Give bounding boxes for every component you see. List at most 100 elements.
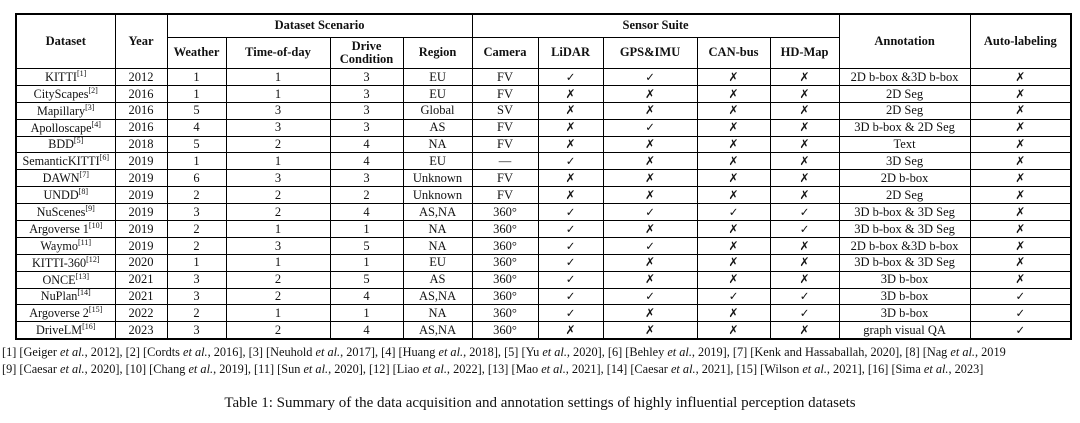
cross-icon: ✗: [645, 171, 656, 186]
table-row: NuScenes[9] 2019 3 2 4 AS,NA 360° ✓ ✓ ✓ ✓ 3D b-box …: [15, 203, 1072, 222]
col-header-gps-imu: GPS&IMU: [602, 37, 698, 69]
drive-condition-cell: 1: [329, 253, 404, 272]
cross-icon: ✗: [1015, 103, 1026, 118]
dataset-name-cell: Argoverse 1[10]: [15, 220, 116, 238]
dataset-name: DriveLM: [36, 323, 83, 338]
annotation-cell: 3D b-box & 3D Seg: [838, 220, 971, 238]
auto-labeling-cell: ✗: [969, 220, 1072, 238]
auto-labeling-cell: ✓: [969, 304, 1072, 323]
cross-icon: ✗: [565, 323, 576, 338]
hd-map-cell: ✗: [769, 169, 840, 188]
citation-ref: [1]: [76, 68, 87, 78]
can-bus-cell: ✗: [696, 304, 771, 323]
camera-cell: 360°: [471, 287, 539, 306]
region-cell: NA: [402, 236, 473, 255]
region-cell: EU: [402, 68, 473, 86]
gps-imu-cell: ✗: [602, 101, 698, 120]
dataset-name: ONCE: [42, 272, 76, 287]
check-icon: ✓: [645, 69, 655, 84]
auto-labeling-cell: ✗: [969, 270, 1072, 289]
auto-labeling-cell: ✗: [969, 253, 1072, 272]
col-header-dataset: Dataset: [15, 13, 116, 69]
check-icon: ✓: [565, 272, 576, 287]
region-cell: NA: [402, 135, 473, 154]
drive-condition-cell: 4: [329, 135, 404, 154]
auto-labeling-cell: ✗: [969, 101, 1072, 120]
citation-ref: [7]: [79, 170, 89, 180]
cross-icon: ✗: [799, 120, 810, 135]
drive-condition-cell: 4: [329, 321, 404, 340]
cross-icon: ✗: [728, 221, 739, 236]
time-of-day-cell: 3: [225, 118, 331, 137]
hd-map-cell: ✗: [769, 270, 840, 289]
can-bus-cell: ✗: [696, 236, 771, 255]
region-cell: EU: [402, 84, 473, 103]
can-bus-cell: ✗: [696, 321, 771, 340]
dataset-name: Argoverse 1: [29, 221, 89, 236]
lidar-cell: ✓: [537, 236, 604, 255]
can-bus-cell: ✗: [696, 220, 771, 238]
lidar-cell: ✓: [537, 270, 604, 289]
annotation-cell: 2D Seg: [838, 84, 971, 103]
annotation-cell: graph visual QA: [838, 321, 971, 340]
can-bus-cell: ✗: [696, 118, 771, 137]
time-of-day-cell: 2: [225, 186, 331, 205]
gps-imu-cell: ✗: [602, 135, 698, 154]
col-header-can-bus: CAN-bus: [696, 37, 771, 69]
year-cell: 2016: [114, 118, 168, 137]
cross-icon: ✗: [645, 255, 656, 270]
cross-icon: ✗: [799, 103, 810, 118]
can-bus-cell: ✗: [696, 135, 771, 154]
table-row: CityScapes[2] 2016 1 1 3 EU FV ✗ ✗ ✗ ✗ 2D Seg ✗: [15, 84, 1072, 103]
table-row: DAWN[7] 2019 6 3 3 Unknown FV ✗ ✗ ✗ ✗ 2D b-box ✗: [15, 169, 1072, 188]
col-header-lidar: LiDAR: [537, 37, 604, 69]
dataset-name: NuPlan: [40, 289, 78, 304]
time-of-day-cell: 1: [225, 152, 331, 171]
cross-icon: ✗: [728, 69, 739, 84]
dataset-name-cell: NuPlan[14]: [15, 287, 116, 306]
auto-labeling-cell: ✗: [969, 236, 1072, 255]
cross-icon: ✗: [728, 154, 739, 169]
lidar-cell: ✓: [537, 287, 604, 306]
footnote-line-2: [9] [Caesar et al., 2020], [10] [Chang e…: [2, 361, 984, 376]
camera-cell: 360°: [471, 203, 539, 222]
can-bus-cell: ✓: [696, 287, 771, 306]
col-header-drive-condition: Drive Condition: [329, 37, 404, 69]
region-cell: EU: [402, 253, 473, 272]
weather-cell: 2: [166, 220, 227, 238]
time-of-day-cell: 1: [225, 253, 331, 272]
annotation-cell: 3D b-box: [838, 270, 971, 289]
citation-ref: [3]: [85, 102, 95, 112]
gps-imu-cell: ✗: [602, 220, 698, 238]
drive-condition-cell: 3: [329, 118, 404, 137]
year-cell: 2018: [114, 135, 168, 154]
annotation-cell: 2D Seg: [838, 186, 971, 205]
auto-labeling-cell: ✗: [969, 118, 1072, 137]
camera-cell: —: [471, 152, 539, 171]
drive-condition-cell: 4: [329, 152, 404, 171]
cross-icon: ✗: [799, 86, 810, 101]
check-icon: ✓: [1015, 323, 1026, 338]
time-of-day-cell: 1: [225, 84, 331, 103]
hd-map-cell: ✗: [769, 321, 840, 340]
cross-icon: ✗: [799, 187, 810, 202]
citation-ref: [5]: [73, 136, 84, 146]
region-cell: AS,NA: [402, 287, 473, 306]
citation-ref: [2]: [88, 85, 98, 95]
check-icon: ✓: [799, 306, 810, 321]
year-cell: 2022: [114, 304, 168, 323]
weather-cell: 2: [166, 186, 227, 205]
year-cell: 2019: [114, 203, 168, 222]
dataset-name: KITTI-360: [31, 255, 87, 270]
check-icon: ✓: [565, 69, 576, 84]
hd-map-cell: ✗: [769, 101, 840, 120]
auto-labeling-cell: ✗: [969, 186, 1072, 205]
cross-icon: ✗: [565, 137, 576, 152]
check-icon: ✓: [565, 221, 576, 236]
table-row: Argoverse 2[15] 2022 2 1 1 NA 360° ✓ ✗ ✗ ✓ 3D b-box…: [15, 304, 1072, 323]
dataset-name: NuScenes: [36, 204, 86, 219]
hd-map-cell: ✗: [769, 236, 840, 255]
col-header-weather: Weather: [166, 37, 227, 69]
cross-icon: ✗: [1015, 154, 1026, 169]
